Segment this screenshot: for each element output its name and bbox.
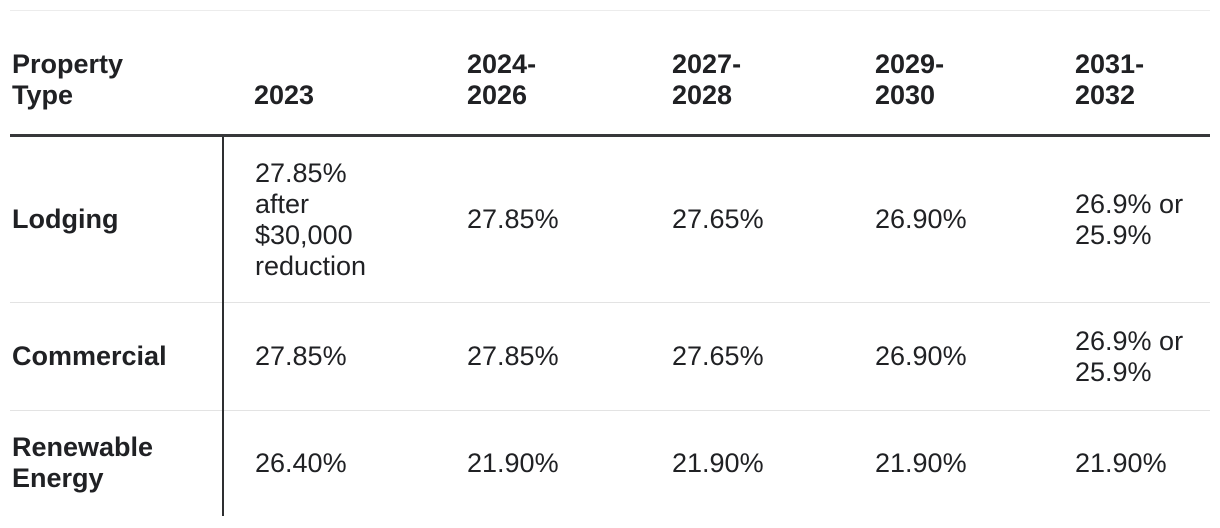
table-row-renewable-energy: Renewable Energy 26.40% 21.90% 21.90% 21…	[10, 410, 1210, 516]
table-header: Property Type 2023 2024- 2026 2027- 2028…	[10, 10, 1210, 137]
cell-commercial-2023: 27.85%	[222, 302, 436, 411]
table-body: Lodging 27.85% after $30,000 reduction 2…	[10, 135, 1210, 516]
header-2023: 2023	[223, 10, 436, 137]
property-tax-rates-table: Property Type 2023 2024- 2026 2027- 2028…	[10, 10, 1210, 516]
header-row: Property Type 2023 2024- 2026 2027- 2028…	[10, 10, 1210, 137]
cell-commercial-2027-2028: 27.65%	[641, 302, 844, 411]
row-label-lodging: Lodging	[12, 204, 119, 234]
row-label-renewable-energy: Renewable Energy	[10, 410, 223, 516]
cell-renewable-2027-2028: 21.90%	[641, 410, 844, 516]
header-2024-2026: 2024- 2026	[436, 10, 641, 137]
table-row-lodging: Lodging 27.85% after $30,000 reduction 2…	[10, 135, 1210, 303]
cell-commercial-2029-2030: 26.90%	[844, 302, 1044, 411]
cell-renewable-2029-2030: 21.90%	[844, 410, 1044, 516]
cell-renewable-2024-2026: 21.90%	[436, 410, 641, 516]
cell-commercial-2024-2026: 27.85%	[436, 302, 641, 411]
cell-lodging-2027-2028: 27.65%	[672, 204, 764, 234]
header-2031-2032: 2031- 2032	[1044, 10, 1210, 137]
cell-commercial-2031-2032: 26.9% or 25.9%	[1044, 302, 1210, 411]
cell-renewable-2023: 26.40%	[222, 410, 436, 516]
row-label-commercial: Commercial	[10, 302, 223, 411]
cell-renewable-2031-2032: 21.90%	[1044, 410, 1210, 516]
cell-lodging-2029-2030: 26.90%	[875, 204, 967, 234]
header-2027-2028: 2027- 2028	[641, 10, 844, 137]
cell-lodging-2023: 27.85% after $30,000 reduction	[222, 135, 436, 303]
cell-lodging-2024-2026: 27.85%	[467, 204, 559, 234]
header-2029-2030: 2029- 2030	[844, 10, 1044, 137]
table-row-commercial: Commercial 27.85% 27.85% 27.65% 26.90% 2…	[10, 302, 1210, 411]
cell-lodging-2031-2032: 26.9% or 25.9%	[1075, 188, 1184, 250]
header-property-type: Property Type	[10, 10, 223, 137]
